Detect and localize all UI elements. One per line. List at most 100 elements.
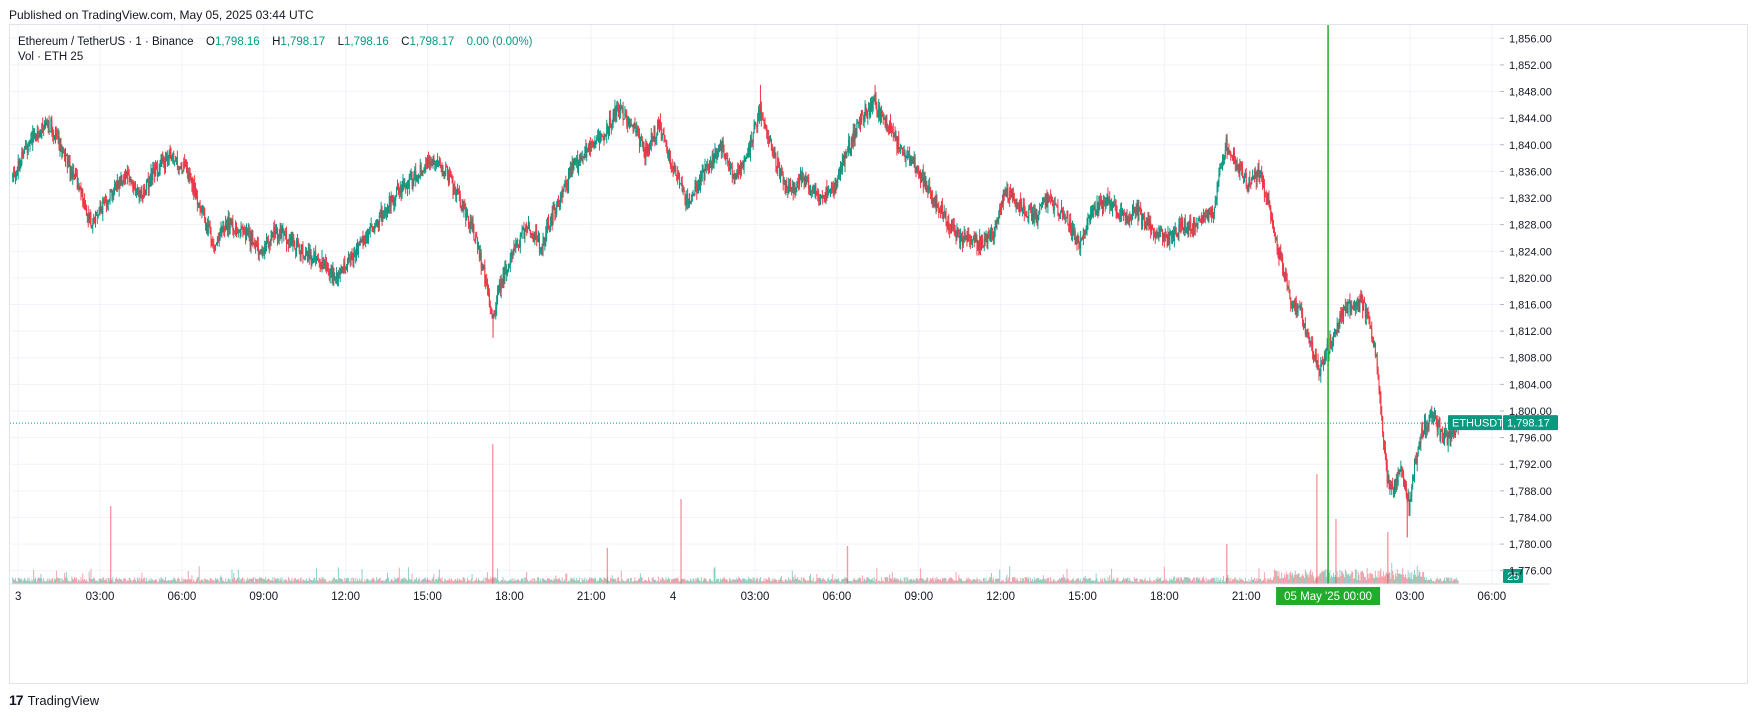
candle-body [1067,217,1069,224]
volume-bar [1426,580,1428,584]
volume-bar [219,577,221,584]
volume-bar [908,580,910,584]
volume-bar [1013,577,1015,584]
candle-body [84,198,86,210]
volume-bar [327,581,329,584]
volume-bar [1313,576,1315,584]
candle-body [277,236,279,239]
volume-bar [1310,569,1312,584]
volume-bar [478,580,480,584]
volume-bar [448,578,450,584]
volume-legend: Vol · ETH 25 [18,51,83,63]
footer-brand[interactable]: 17 TradingView [9,692,99,708]
volume-bar [41,578,43,584]
volume-bar [634,577,636,584]
volume-bar [709,578,711,584]
volume-bar [648,577,650,584]
candle-body [1441,430,1443,431]
candle-body [1156,230,1158,234]
candle-body [681,183,683,192]
volume-bar [379,577,381,584]
candle-body [564,181,566,187]
volume-bar [145,577,147,584]
volume-bar [54,579,56,584]
candle-body [90,217,92,227]
volume-bar [538,581,540,584]
candle-body [1393,480,1395,495]
volume-bar [609,577,611,584]
volume-bar [923,579,925,584]
volume-bar [870,580,872,584]
volume-bar [713,568,715,584]
candle-body [352,258,354,262]
candle-body [1033,211,1035,223]
candle-body [234,230,236,232]
candle-body [152,168,154,180]
candle-body [470,221,472,225]
candle-body [1257,166,1259,170]
volume-bar [1026,577,1028,584]
candle-body [667,150,669,155]
candle-body [608,128,610,133]
candle-body [1202,216,1204,223]
volume-spike [492,444,494,584]
candle-body [416,176,418,181]
candle-body [696,184,698,194]
candle-body [876,106,878,111]
candle-body [719,141,721,147]
volume-bar [1231,580,1233,584]
volume-bar [790,580,792,584]
candle-body [919,172,921,177]
volume-bar [878,580,880,584]
volume-bar [1382,576,1384,584]
candle-body [1285,272,1287,280]
volume-bar [389,580,391,584]
volume-bar [357,580,359,584]
volume-bar [1343,574,1345,584]
volume-bar [630,577,632,584]
candle-body [1085,231,1087,234]
volume-bar [487,578,489,584]
candle-body [827,193,829,198]
volume-bar [293,579,295,584]
volume-bar [678,581,680,584]
candle-body [308,248,310,259]
volume-bar [1249,581,1251,584]
volume-bar [142,579,144,584]
candle-body [400,188,402,194]
volume-bar [1052,579,1054,584]
candle-body [240,227,242,230]
candle-body [1339,313,1341,322]
volume-bar [987,580,989,584]
candle-body [130,178,132,183]
candle-body [1076,240,1078,244]
volume-bar [840,579,842,584]
volume-bar [164,580,166,584]
candle-body [792,187,794,193]
volume-bar [1101,578,1103,584]
candle-body [577,157,579,170]
candle-body [360,239,362,242]
candle-body [1242,168,1244,178]
volume-bar [1206,581,1208,584]
candle-body [562,190,564,198]
candle-body [1353,308,1355,310]
candle-body [246,229,248,241]
volume-bar [689,581,691,584]
candle-body [1114,202,1116,207]
candle-body [1437,422,1439,430]
volume-bar [482,581,484,584]
volume-bar [477,581,479,584]
volume-bar [1293,577,1295,584]
volume-bar [1139,579,1141,584]
candle-body [643,143,645,156]
candle-body [31,138,33,144]
candle-body [765,124,767,129]
volume-bar [527,579,529,584]
candle-body [704,165,706,181]
candle-body [1246,185,1248,188]
volume-bar [188,579,190,584]
candle-body [984,238,986,240]
volume-bar [547,578,549,584]
